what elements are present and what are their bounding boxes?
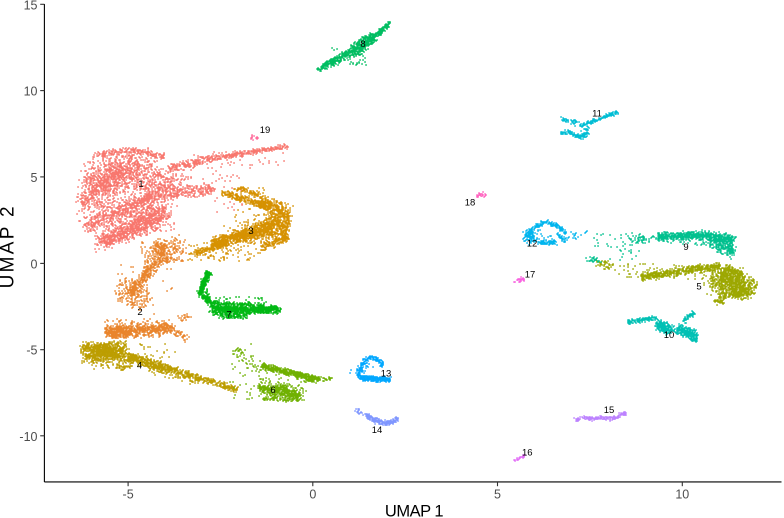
svg-text:UMAP 1: UMAP 1	[385, 503, 443, 518]
svg-text:10: 10	[675, 488, 689, 502]
svg-text:10: 10	[664, 330, 675, 341]
svg-text:13: 13	[381, 369, 392, 380]
svg-text:UMAP 2: UMAP 2	[0, 204, 18, 288]
svg-text:18: 18	[465, 198, 476, 209]
svg-text:16: 16	[522, 448, 533, 459]
svg-text:-5: -5	[26, 344, 37, 358]
svg-text:8: 8	[360, 39, 365, 50]
svg-text:12: 12	[527, 239, 538, 250]
svg-text:19: 19	[260, 125, 271, 136]
svg-text:15: 15	[24, 0, 38, 12]
svg-text:5: 5	[696, 282, 701, 293]
svg-text:-10: -10	[19, 430, 37, 444]
svg-text:10: 10	[24, 85, 38, 99]
svg-text:14: 14	[372, 425, 383, 436]
svg-text:0: 0	[309, 488, 316, 502]
svg-text:6: 6	[270, 385, 275, 396]
svg-text:5: 5	[31, 171, 38, 185]
svg-text:-5: -5	[123, 488, 134, 502]
svg-text:17: 17	[525, 270, 536, 281]
svg-text:3: 3	[248, 226, 253, 237]
svg-text:7: 7	[226, 310, 231, 321]
svg-text:15: 15	[604, 405, 615, 416]
svg-text:2: 2	[137, 307, 142, 318]
svg-text:1: 1	[138, 179, 143, 190]
svg-text:11: 11	[592, 109, 602, 120]
svg-text:5: 5	[494, 488, 501, 502]
svg-text:4: 4	[137, 361, 142, 372]
svg-text:0: 0	[31, 257, 38, 271]
svg-text:9: 9	[683, 242, 688, 253]
